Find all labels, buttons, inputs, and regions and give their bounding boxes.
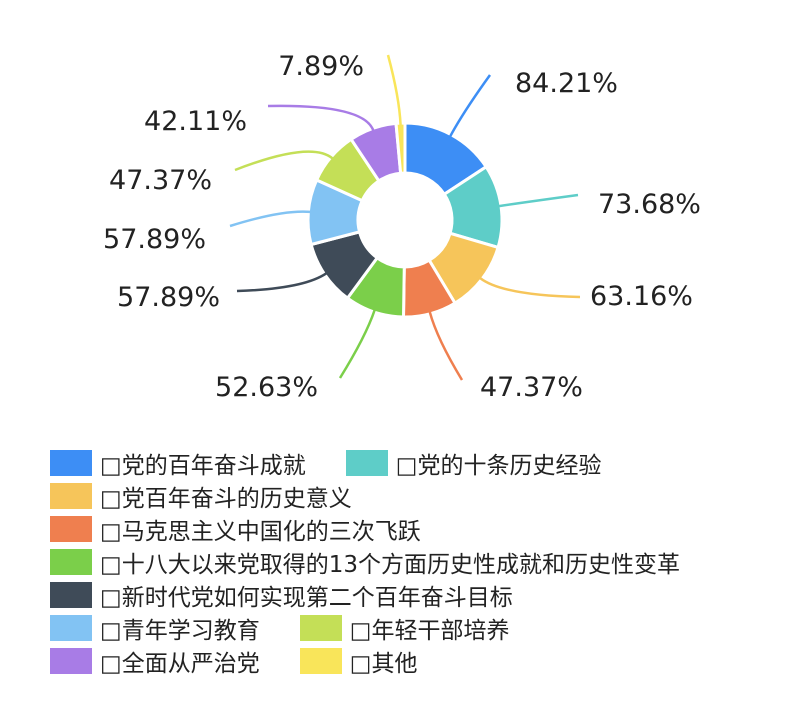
legend-label: □新时代党如何实现第二个百年奋斗目标 xyxy=(100,584,513,611)
legend-swatch xyxy=(50,581,92,608)
legend-swatch xyxy=(50,449,92,476)
legend-label: □党百年奋斗的历史意义 xyxy=(100,485,352,512)
slice-value-label: 52.63% xyxy=(215,372,318,403)
legend-item[interactable]: □党的十条历史经验 xyxy=(345,446,602,480)
slice-value-label: 57.89% xyxy=(103,224,206,255)
slice-value-label: 73.68% xyxy=(598,189,701,220)
leader-line xyxy=(428,311,464,381)
legend-row: □新时代党如何实现第二个百年奋斗目标 xyxy=(50,578,780,611)
legend-item[interactable]: □年轻干部培养 xyxy=(299,611,510,645)
leader-line xyxy=(236,272,328,293)
legend-swatch xyxy=(50,482,92,509)
value-labels: 84.21% 73.68% 63.16% 47.37% 52.63% 57.89% 57.8… xyxy=(103,51,701,403)
legend-label: □党的百年奋斗成就 xyxy=(100,452,306,479)
legend-swatch xyxy=(50,548,92,575)
legend-row: □党百年奋斗的历史意义 xyxy=(50,479,780,512)
leader-line xyxy=(449,74,492,138)
donut-chart: 84.21% 73.68% 63.16% 47.37% 52.63% 57.89% 57.8… xyxy=(103,51,701,403)
leader-line xyxy=(234,150,334,172)
legend-row: □马克思主义中国化的三次飞跃 xyxy=(50,512,780,545)
legend-swatch xyxy=(50,614,92,641)
legend-swatch xyxy=(50,515,92,542)
donut-slices xyxy=(306,121,504,319)
legend-item[interactable]: □全面从严治党 xyxy=(50,644,260,678)
legend-label: □全面从严治党 xyxy=(100,650,260,677)
legend-swatch xyxy=(299,647,342,674)
leader-line xyxy=(498,193,579,208)
leader-line xyxy=(267,104,375,131)
legend-row: □党的百年奋斗成就 □党的十条历史经验 xyxy=(50,446,780,479)
chart-legend: □党的百年奋斗成就 □党的十条历史经验 □党百年奋斗的历史意义 □马克思主义中国化的三… xyxy=(50,446,780,677)
legend-label: □青年学习教育 xyxy=(100,617,260,644)
slice-value-label: 57.89% xyxy=(117,282,220,313)
leader-line xyxy=(386,54,402,126)
legend-item[interactable]: □党的百年奋斗成就 xyxy=(50,446,306,480)
slice-value-label: 84.21% xyxy=(515,68,618,99)
slice-value-label: 47.37% xyxy=(109,165,212,196)
legend-label: □年轻干部培养 xyxy=(349,617,510,644)
slice-value-label: 42.11% xyxy=(144,106,247,137)
legend-row: □全面从严治党 □其他 xyxy=(50,644,780,677)
legend-row: □十八大以来党取得的13个方面历史性成就和历史性变革 xyxy=(50,545,780,578)
legend-label: □党的十条历史经验 xyxy=(395,452,602,479)
slice-value-label: 63.16% xyxy=(590,281,693,312)
legend-item[interactable]: □党百年奋斗的历史意义 xyxy=(50,479,352,513)
donut-slice xyxy=(394,121,407,175)
slice-value-label: 47.37% xyxy=(480,372,583,403)
slice-value-label: 7.89% xyxy=(278,51,364,82)
legend-item[interactable]: □青年学习教育 xyxy=(50,611,260,645)
legend-label: □十八大以来党取得的13个方面历史性成就和历史性变革 xyxy=(100,551,680,578)
legend-item[interactable]: □十八大以来党取得的13个方面历史性成就和历史性变革 xyxy=(50,545,680,579)
legend-item[interactable]: □其他 xyxy=(299,644,418,678)
legend-row: □青年学习教育 □年轻干部培养 xyxy=(50,611,780,644)
leader-line xyxy=(479,277,581,299)
legend-item[interactable]: □马克思主义中国化的三次飞跃 xyxy=(50,512,421,546)
leader-lines xyxy=(229,54,581,381)
legend-swatch xyxy=(50,647,92,674)
legend-swatch xyxy=(299,614,342,641)
legend-label: □马克思主义中国化的三次飞跃 xyxy=(100,518,421,545)
legend-label: □其他 xyxy=(349,650,418,677)
leader-line xyxy=(338,309,376,379)
leader-line xyxy=(229,210,311,228)
legend-item[interactable]: □新时代党如何实现第二个百年奋斗目标 xyxy=(50,578,513,612)
legend-swatch xyxy=(345,449,388,476)
